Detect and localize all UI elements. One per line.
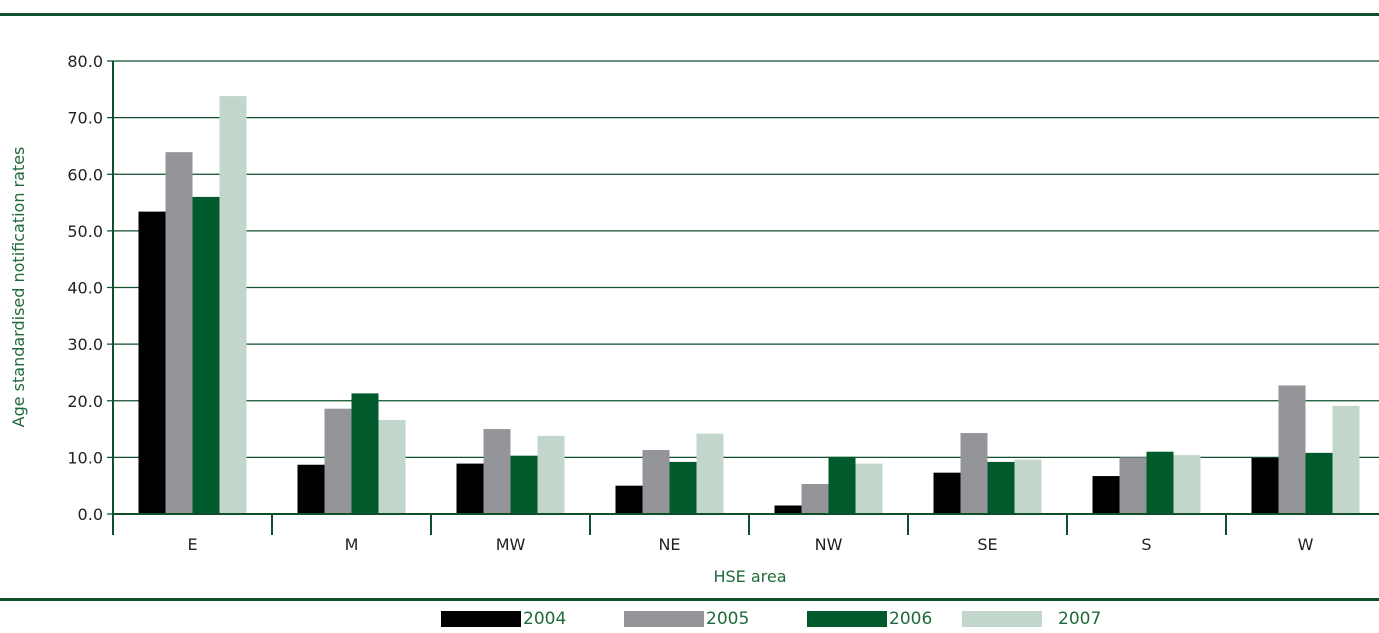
y-tick-label: 50.0 [67,222,103,241]
gridlines [107,60,1379,515]
y-tick-label: 60.0 [67,165,103,184]
y-tick-label: 40.0 [67,279,103,298]
bar-2007-SE [1014,459,1042,514]
legend: 2004 2005 2006 2007 [0,608,1379,630]
bar-2004-NE [615,485,643,514]
x-axis-title: HSE area [713,567,786,586]
bar-2007-M [378,420,406,514]
bar-2004-MW [456,463,484,514]
top-rule [0,13,1379,16]
bar-2006-NW [828,456,856,514]
legend-label-2006: 2006 [889,609,933,629]
x-tick-label: W [1298,535,1314,554]
y-tick-label: 70.0 [67,109,103,128]
bar-2004-SE [933,472,961,514]
x-tick-label: M [345,535,359,554]
x-tick-label: NW [815,535,843,554]
bar-chart: 0.0 10.0 20.0 30.0 40.0 50.0 60.0 70.0 80.0 E M MW… [9,52,1379,586]
bar-2006-M [351,393,379,514]
bar-2004-W [1251,457,1279,514]
y-tick-label: 30.0 [67,335,103,354]
bar-2005-M [324,408,352,514]
bar-2007-NW [855,463,883,514]
bars [138,96,1360,515]
bottom-rule [0,598,1379,601]
y-tick-label: 80.0 [67,52,103,71]
x-tick-labels: E M MW NE NW SE S W [187,535,1313,554]
bar-2006-E [192,196,220,514]
bar-2005-E [165,152,193,514]
bar-2006-MW [510,455,538,514]
y-tick-labels: 0.0 10.0 20.0 30.0 40.0 50.0 60.0 70.0 80.0 [67,52,103,524]
y-tick-label: 10.0 [67,448,103,467]
x-tick-label: MW [496,535,526,554]
y-tick-label: 0.0 [78,505,103,524]
x-tick-label: SE [977,535,997,554]
legend-label-2007: 2007 [1058,609,1102,629]
x-tick-label: E [187,535,197,554]
legend-swatch-2004 [441,611,521,627]
bar-2005-MW [483,429,511,514]
axes [112,61,1379,535]
legend-label-2005: 2005 [706,609,750,629]
bar-2006-W [1305,452,1333,514]
bar-2007-MW [537,435,565,514]
bar-2007-NE [696,433,724,514]
bar-2007-E [219,96,247,515]
bar-2005-NW [801,483,829,514]
legend-swatch-2006 [807,611,887,627]
x-tick-label: NE [658,535,680,554]
legend-label-2004: 2004 [523,609,567,629]
bar-2006-S [1146,451,1174,514]
bar-2005-S [1119,457,1147,514]
bar-2005-SE [960,433,988,514]
bar-2007-S [1173,455,1201,514]
bar-2004-M [297,464,325,514]
bar-2004-NW [774,505,802,514]
bar-2005-NE [642,450,670,514]
y-tick-label: 20.0 [67,392,103,411]
bar-2006-NE [669,461,697,514]
y-axis-title: Age standardised notification rates [9,147,28,428]
bar-2004-S [1092,476,1120,514]
legend-swatch-2005 [624,611,704,627]
bar-2007-W [1332,405,1360,514]
bar-2005-W [1278,385,1306,514]
x-tick-label: S [1141,535,1151,554]
legend-swatch-2007 [962,611,1042,627]
bar-2004-E [138,211,166,514]
bar-2006-SE [987,461,1015,514]
